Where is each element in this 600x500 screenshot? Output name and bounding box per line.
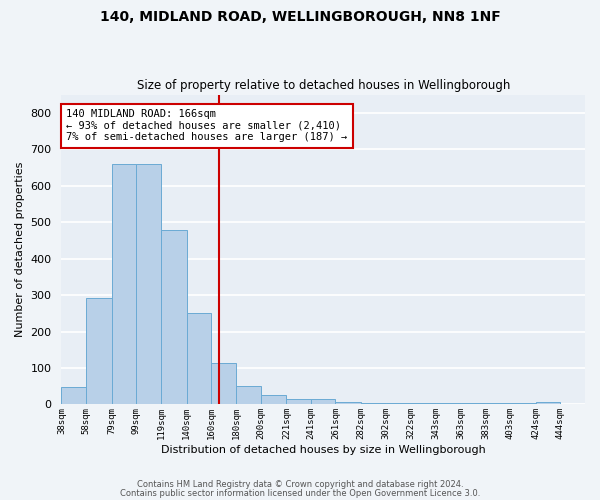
Bar: [211, 363, 236, 405]
Bar: [311, 400, 335, 404]
Bar: [410, 402, 436, 404]
Bar: [61, 387, 86, 404]
Title: Size of property relative to detached houses in Wellingborough: Size of property relative to detached ho…: [137, 79, 510, 92]
Text: 140, MIDLAND ROAD, WELLINGBOROUGH, NN8 1NF: 140, MIDLAND ROAD, WELLINGBOROUGH, NN8 1…: [100, 10, 500, 24]
Bar: [112, 164, 136, 404]
Text: Contains public sector information licensed under the Open Government Licence 3.: Contains public sector information licen…: [120, 489, 480, 498]
Bar: [536, 402, 560, 404]
Bar: [260, 394, 286, 404]
Bar: [485, 402, 510, 404]
Bar: [236, 386, 260, 404]
Text: 140 MIDLAND ROAD: 166sqm
← 93% of detached houses are smaller (2,410)
7% of semi: 140 MIDLAND ROAD: 166sqm ← 93% of detach…: [67, 109, 347, 142]
Bar: [86, 298, 112, 405]
Bar: [386, 402, 410, 404]
Bar: [187, 313, 211, 404]
Bar: [335, 402, 361, 404]
X-axis label: Distribution of detached houses by size in Wellingborough: Distribution of detached houses by size …: [161, 445, 485, 455]
Bar: [161, 230, 187, 404]
Bar: [136, 164, 161, 404]
Text: Contains HM Land Registry data © Crown copyright and database right 2024.: Contains HM Land Registry data © Crown c…: [137, 480, 463, 489]
Bar: [461, 402, 485, 404]
Y-axis label: Number of detached properties: Number of detached properties: [15, 162, 25, 337]
Bar: [361, 402, 386, 404]
Bar: [436, 402, 461, 404]
Bar: [286, 399, 311, 404]
